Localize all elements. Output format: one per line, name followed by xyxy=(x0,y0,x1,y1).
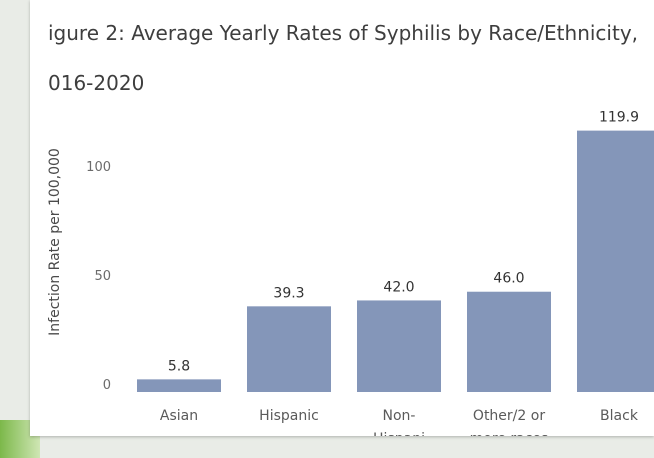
y-tick-label: 100 xyxy=(86,160,111,175)
bar xyxy=(577,130,654,393)
chart-title-line-2: 016-2020 xyxy=(48,71,145,95)
chart-title: igure 2: Average Yearly Rates of Syphili… xyxy=(48,0,654,121)
bar xyxy=(247,306,331,392)
bar-value-label: 42.0 xyxy=(383,279,414,295)
x-category-label: Asian xyxy=(160,408,198,424)
bar-value-label: 39.3 xyxy=(273,285,304,301)
chart-title-line-1: igure 2: Average Yearly Rates of Syphili… xyxy=(48,21,639,45)
x-category-label: Non- xyxy=(383,408,416,424)
bar-value-label: 119.9 xyxy=(599,110,639,126)
x-category-label: Hispani xyxy=(373,431,425,436)
x-category-label: Other/2 or xyxy=(473,408,545,424)
y-tick-label: 0 xyxy=(103,378,111,393)
chart-card: igure 2: Average Yearly Rates of Syphili… xyxy=(30,0,654,436)
x-category-label: Black xyxy=(600,408,639,424)
x-category-label: Hispanic xyxy=(259,408,319,424)
bar-value-label: 46.0 xyxy=(493,271,524,287)
bar xyxy=(137,379,221,392)
bar-chart: Infection Rate per 100,000 0 50 100 5.8 39.… xyxy=(47,110,654,436)
x-category-label: more races xyxy=(470,431,549,436)
y-axis-label: Infection Rate per 100,000 xyxy=(47,148,63,336)
y-tick-label: 50 xyxy=(94,269,111,284)
bar xyxy=(467,291,551,392)
bar-value-label: 5.8 xyxy=(168,358,190,374)
bar xyxy=(357,300,441,392)
